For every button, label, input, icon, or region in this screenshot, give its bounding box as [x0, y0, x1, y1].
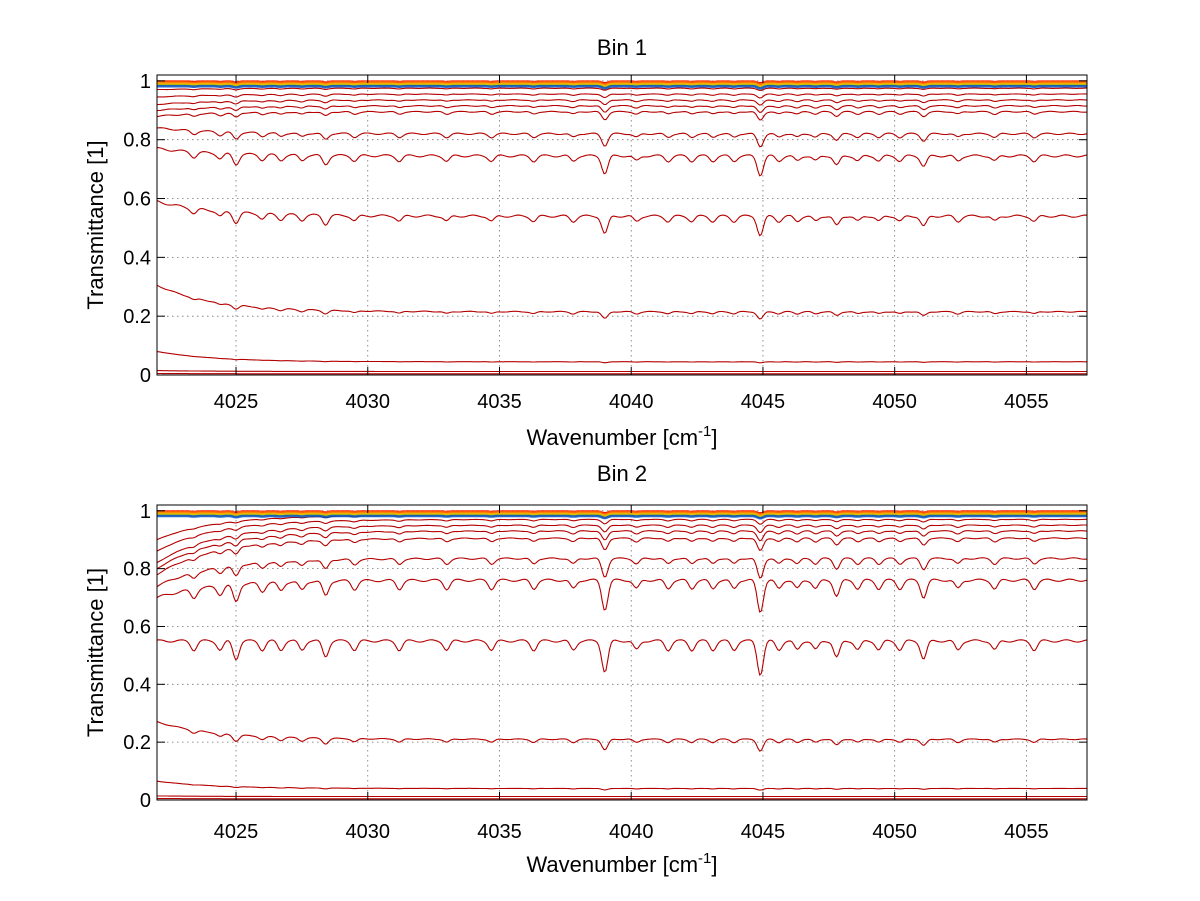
- y-tick-label: 0.8: [123, 559, 151, 581]
- series-line: [156, 87, 1087, 91]
- x-tick-label: 4055: [1004, 391, 1049, 413]
- series-line: [156, 524, 1088, 564]
- series-line: [156, 110, 1088, 121]
- y-tick-label: 1: [140, 71, 151, 93]
- series-line: [156, 514, 1087, 541]
- series-line: [156, 557, 1088, 588]
- series-line: [156, 530, 1088, 570]
- x-tick-label: 4040: [609, 391, 654, 413]
- series-line: [156, 720, 1087, 752]
- series-line: [156, 639, 1088, 676]
- x-tick-label: 4030: [346, 821, 391, 843]
- panel-bin-1: 4025 4030 4035 4040 4045 4050 4055 0 0.2 0.4 0.6 0.…: [83, 35, 1088, 450]
- y-axis-label: Transmittance [1]: [83, 568, 108, 737]
- y-tick-label: 0.4: [123, 674, 151, 696]
- plot-frame: [156, 504, 1088, 801]
- x-tick-label: 4025: [214, 821, 259, 843]
- series-line: [157, 99, 1088, 106]
- x-axis-label: Wavenumber [cm-1]: [526, 423, 717, 450]
- x-tick-label: 4035: [477, 391, 522, 413]
- y-tick-label: 0.8: [123, 130, 151, 152]
- series-line: [156, 199, 1088, 237]
- x-tick-label: 4055: [1004, 821, 1049, 843]
- series-line-unity: [157, 84, 1087, 90]
- series-line: [156, 284, 1088, 320]
- series-line: [156, 578, 1088, 613]
- y-tick-label: 0: [140, 365, 151, 387]
- series-line: [156, 537, 1088, 576]
- series-line-unity: [157, 514, 1087, 520]
- x-axis-label: Wavenumber [cm-1]: [526, 850, 717, 877]
- y-tick-label: 0.6: [123, 189, 151, 211]
- x-tick-label: 4045: [741, 821, 786, 843]
- x-tick-label: 4045: [741, 391, 786, 413]
- series-line: [156, 780, 1087, 791]
- series-line: [157, 370, 1087, 373]
- y-tick-label: 0.4: [123, 247, 151, 269]
- x-tick-label: 4035: [477, 821, 522, 843]
- x-tick-label: 4050: [872, 391, 917, 413]
- series-line: [156, 127, 1088, 148]
- plot-frame: [156, 74, 1088, 376]
- x-tick-label: 4030: [346, 391, 391, 413]
- y-tick-label: 0.2: [123, 306, 151, 328]
- series-line: [156, 147, 1088, 177]
- panel-bin-2: 4025 4030 4035 4040 4045 4050 4055 0 0.2 0.4 0.6 0.…: [83, 461, 1088, 877]
- y-tick-label: 0.2: [123, 732, 151, 754]
- series-line: [157, 795, 1087, 798]
- y-tick-label: 0: [140, 790, 151, 812]
- series-line: [157, 93, 1088, 99]
- x-tick-label: 4025: [214, 391, 259, 413]
- chart-title: Bin 2: [597, 461, 647, 486]
- y-axis-label: Transmittance [1]: [83, 140, 108, 309]
- y-tick-label: 1: [140, 501, 151, 523]
- x-tick-label: 4040: [609, 821, 654, 843]
- x-tick-label: 4050: [872, 821, 917, 843]
- series-line: [156, 350, 1087, 364]
- series-line: [156, 518, 1087, 552]
- chart-title: Bin 1: [597, 35, 647, 60]
- y-tick-label: 0.6: [123, 616, 151, 638]
- series-line: [156, 104, 1088, 113]
